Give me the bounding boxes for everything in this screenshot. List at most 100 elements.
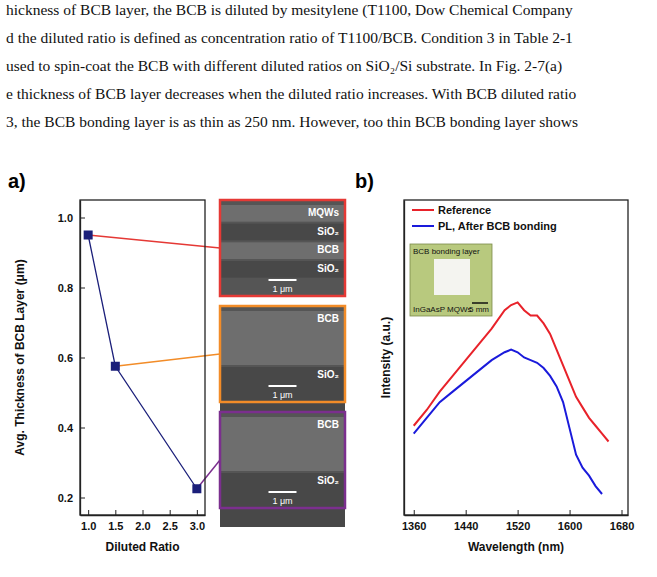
y-axis-tick-label: 0.4 xyxy=(58,422,74,434)
data-line xyxy=(88,235,197,489)
y-axis-tick-mark xyxy=(80,498,85,499)
legend-label: PL, After BCB bonding xyxy=(438,220,557,232)
scale-bar xyxy=(269,491,297,493)
inset-image xyxy=(410,244,492,316)
y-axis-tick-label: 0.2 xyxy=(58,492,73,504)
inset-label: BCB xyxy=(317,313,339,324)
x-axis-tick-label: 1680 xyxy=(610,520,634,532)
y-axis xyxy=(404,201,405,516)
inset-layer xyxy=(220,205,345,222)
y-axis-tick-label: 1.0 xyxy=(58,212,73,224)
legend-swatch xyxy=(412,209,434,211)
data-line xyxy=(414,302,609,441)
x-axis: 1360 1440 1520 1600 1680 xyxy=(402,510,634,532)
x-axis-tick: 1.5 xyxy=(108,510,123,532)
scale-bar-label: 1 μm xyxy=(272,496,292,506)
inset-label: SiO₂ xyxy=(317,369,339,380)
data-a xyxy=(84,231,202,494)
inset-label: BCB bonding layer xyxy=(413,247,480,256)
scale-bar xyxy=(472,302,488,304)
paragraph-line: 3, the BCB bonding layer is as thin as 2… xyxy=(6,113,578,130)
inset-label: SiO₂ xyxy=(317,226,339,237)
inset-label: InGaAsP MQWs xyxy=(413,305,472,314)
y-axis-tick-mark xyxy=(80,288,85,289)
x-axis-tick: 2.5 xyxy=(163,510,178,532)
x-axis-tick: 1520 xyxy=(506,510,530,532)
x-axis-tick-label: 1360 xyxy=(402,520,426,532)
inset-connector xyxy=(115,354,220,366)
x-axis-tick-mark xyxy=(414,510,415,515)
x-axis-tick-label: 2.5 xyxy=(163,520,178,532)
x-axis-tick-mark xyxy=(518,510,519,515)
x-axis-tick: 1.0 xyxy=(81,510,96,532)
scale-bar-label: 1 μm xyxy=(272,284,292,294)
x-axis-line xyxy=(405,515,629,516)
y-axis-tick-mark xyxy=(80,358,85,359)
x-axis-tick-mark xyxy=(622,510,623,515)
sem-inset: MQWsSiO₂BCBSiO₂1 μm xyxy=(220,200,345,296)
data-b xyxy=(414,302,609,494)
inset-border xyxy=(220,306,345,402)
y-axis-tick: 0.8 xyxy=(58,282,85,294)
inset-label: MQWs xyxy=(308,207,340,218)
x-axis-line xyxy=(81,515,206,516)
legend-swatch xyxy=(412,225,434,227)
x-axis-tick-label: 2.0 xyxy=(135,520,150,532)
photo-inset: BCB bonding layer InGaAsP MQWs5 mm xyxy=(410,244,492,316)
x-axis-tick-mark xyxy=(143,510,144,515)
y-axis-title: Avg. Thickness of BCB Layer (μm) xyxy=(13,259,27,455)
x-axis: 1.0 1.5 2.0 2.5 3.0 xyxy=(81,510,206,532)
inset-label: BCB xyxy=(317,244,339,255)
x-axis-tick: 1600 xyxy=(558,510,582,532)
paragraph-line: hickness of BCB layer, the BCB is dilute… xyxy=(6,1,573,19)
x-axis-tick: 1440 xyxy=(454,510,478,532)
inset-border xyxy=(220,200,345,296)
inset-layer xyxy=(220,242,345,259)
x-axis-tick-label: 1600 xyxy=(558,520,582,532)
inset-layer xyxy=(220,261,345,278)
data-point xyxy=(111,362,120,371)
x-axis-tick-mark xyxy=(570,510,571,515)
y-axis-tick-mark xyxy=(80,428,85,429)
scale-bar-label: 1 μm xyxy=(272,390,292,400)
x-axis-tick: 3.0 xyxy=(190,510,205,532)
sem-inset: BCB SiO₂ 1 μm xyxy=(220,306,345,421)
x-axis-tick-label: 1440 xyxy=(454,520,478,532)
paragraph-line: used to spin-coat the BCB with different… xyxy=(6,57,562,75)
inset-label: BCB xyxy=(317,419,339,430)
y-axis-tick-label: 0.8 xyxy=(58,282,73,294)
inset-layer xyxy=(220,311,345,365)
x-axis-tick-mark xyxy=(88,510,89,515)
data-point xyxy=(84,231,93,240)
scale-bar-label: 5 mm xyxy=(469,305,489,314)
x-axis-tick: 1360 xyxy=(402,510,426,532)
sem-inset: BCBSiO₂1 μm xyxy=(220,412,345,527)
page: hickness of BCB layer, the BCB is dilute… xyxy=(0,0,657,577)
plot-frame xyxy=(404,200,628,515)
scale-bar xyxy=(269,385,297,387)
y-axis-line xyxy=(404,201,405,516)
legend-entry: Reference xyxy=(412,204,491,216)
inset-image xyxy=(220,200,345,296)
scale-bar xyxy=(269,279,297,281)
x-axis-tick: 2.0 xyxy=(135,510,150,532)
paragraph-line: e thickness of BCB layer decreases when … xyxy=(6,85,577,102)
inset-connector xyxy=(88,235,220,248)
data-line xyxy=(414,350,602,494)
legend-entry: PL, After BCB bonding xyxy=(412,220,557,232)
y-axis-tick: 0.4 xyxy=(58,422,85,434)
x-axis-tick-label: 1.5 xyxy=(108,520,123,532)
x-axis-tick-label: 1520 xyxy=(506,520,530,532)
legend-label: Reference xyxy=(438,204,491,216)
y-axis-tick: 0.2 xyxy=(58,492,85,504)
x-axis-tick-label: 3.0 xyxy=(190,520,205,532)
x-axis-title: Wavelength (nm) xyxy=(468,540,564,554)
x-axis-tick-mark xyxy=(115,510,116,515)
plot-frame xyxy=(80,200,205,515)
x-axis-tick-mark xyxy=(197,510,198,515)
paragraph: hickness of BCB layer, the BCB is dilute… xyxy=(6,1,578,130)
legend: Reference PL, After BCB bonding xyxy=(412,204,557,232)
y-axis-tick-label: 0.6 xyxy=(58,352,73,364)
x-axis-tick-mark xyxy=(170,510,171,515)
panel-label: b) xyxy=(355,170,374,192)
